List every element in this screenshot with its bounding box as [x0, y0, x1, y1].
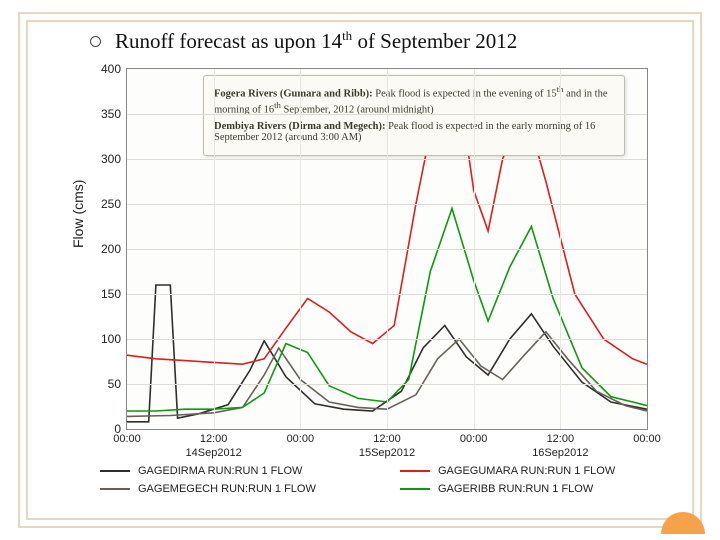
y-tick-label: 100 — [101, 332, 127, 346]
legend-item: GAGEGUMARA RUN:RUN 1 FLOW — [400, 465, 680, 477]
y-tick-label: 400 — [101, 62, 127, 76]
y-tick-label: 150 — [101, 287, 127, 301]
x-date-label: 14Sep2012 — [186, 429, 242, 459]
chart-container: Flow (cms) Fogera Rivers (Gumara and Rib… — [68, 68, 654, 458]
y-tick-label: 300 — [101, 152, 127, 166]
legend-label: GAGEMEGECH RUN:RUN 1 FLOW — [138, 483, 316, 495]
y-tick-label: 50 — [108, 377, 127, 391]
y-tick-label: 250 — [101, 197, 127, 211]
title-bullet-icon — [90, 36, 101, 47]
legend-label: GAGEGUMARA RUN:RUN 1 FLOW — [438, 465, 615, 477]
legend-swatch — [100, 488, 130, 490]
annotation-line-1: Fogera Rivers (Gumara and Ribb): Peak fl… — [214, 84, 614, 115]
annotation-line-2: Dembiya Rivers (Dirma and Megech): Peak … — [214, 121, 614, 143]
title-row: Runoff forecast as upon 14th of Septembe… — [90, 28, 517, 54]
x-tick-label: 00:00 — [113, 429, 141, 445]
y-tick-label: 200 — [101, 242, 127, 256]
page-title: Runoff forecast as upon 14th of Septembe… — [115, 28, 517, 54]
x-gridline — [560, 69, 561, 429]
legend-item: GAGERIBB RUN:RUN 1 FLOW — [400, 483, 680, 495]
x-gridline — [474, 69, 475, 429]
legend-swatch — [400, 470, 430, 472]
x-date-label: 15Sep2012 — [359, 429, 415, 459]
legend-label: GAGEDIRMA RUN:RUN 1 FLOW — [138, 465, 302, 477]
annotation-box: Fogera Rivers (Gumara and Ribb): Peak fl… — [203, 75, 625, 156]
y-axis-label: Flow (cms) — [70, 180, 86, 248]
legend-item: GAGEDIRMA RUN:RUN 1 FLOW — [100, 465, 380, 477]
x-tick-label: 00:00 — [460, 429, 488, 445]
plot-area: Fogera Rivers (Gumara and Ribb): Peak fl… — [126, 68, 648, 430]
legend-swatch — [400, 488, 430, 490]
x-gridline — [214, 69, 215, 429]
x-tick-label: 00:00 — [633, 429, 661, 445]
legend-label: GAGERIBB RUN:RUN 1 FLOW — [438, 483, 593, 495]
legend-item: GAGEMEGECH RUN:RUN 1 FLOW — [100, 483, 380, 495]
x-gridline — [300, 69, 301, 429]
legend: GAGEDIRMA RUN:RUN 1 FLOW GAGEGUMARA RUN:R… — [100, 465, 680, 495]
legend-swatch — [100, 470, 130, 472]
x-tick-label: 00:00 — [287, 429, 315, 445]
y-tick-label: 350 — [101, 107, 127, 121]
x-date-label: 16Sep2012 — [532, 429, 588, 459]
x-gridline — [387, 69, 388, 429]
